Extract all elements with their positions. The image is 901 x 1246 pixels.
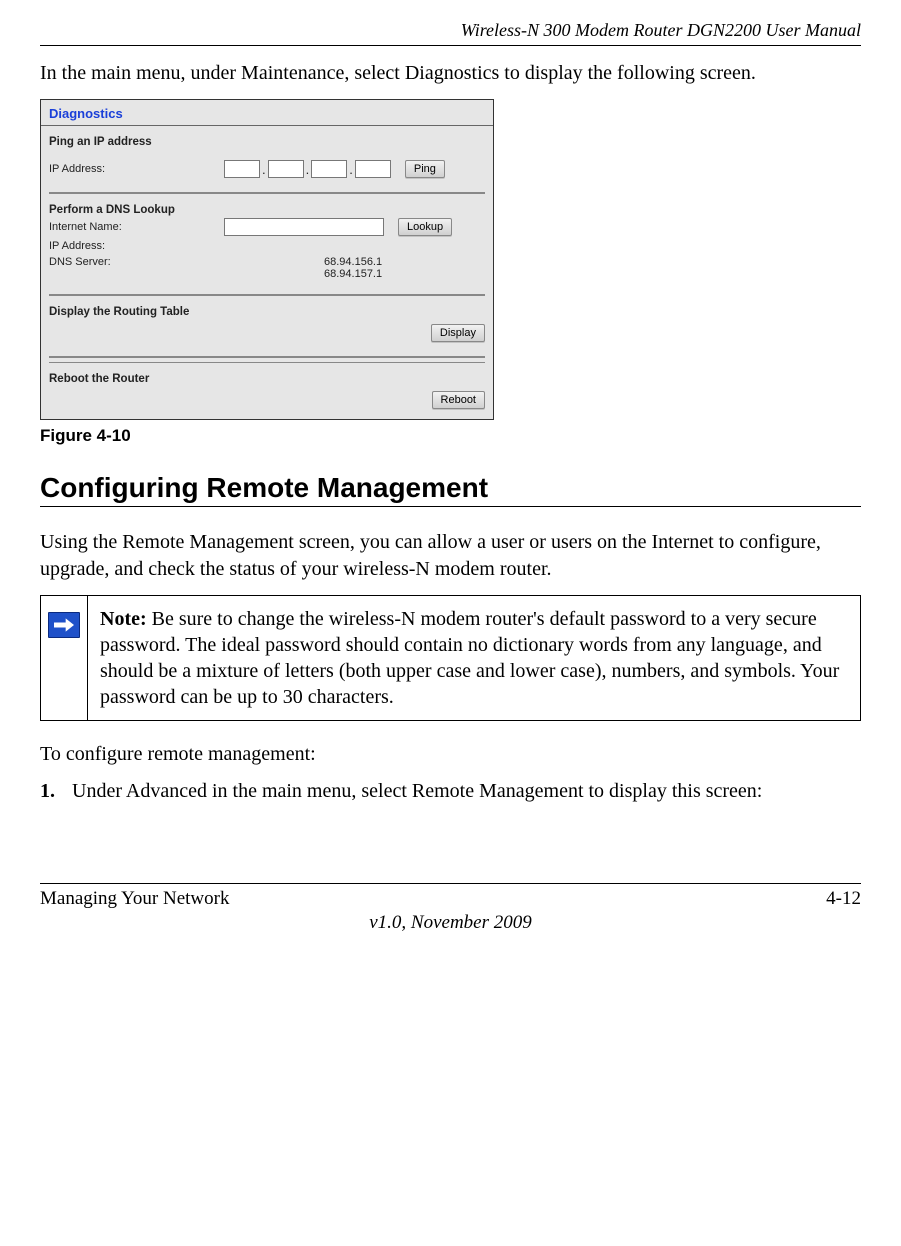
note-body: Be sure to change the wireless-N modem r…: [100, 608, 839, 708]
section-divider: [49, 294, 485, 296]
heading-rule: [40, 506, 861, 507]
section-divider-thin: [49, 362, 485, 363]
internet-name-input[interactable]: [224, 218, 384, 236]
footer-version: v1.0, November 2009: [40, 912, 861, 934]
footer-rule: [40, 883, 861, 884]
dns-server-values: 68.94.156.1 68.94.157.1: [324, 256, 382, 280]
header-rule: [40, 45, 861, 46]
section-heading: Configuring Remote Management: [40, 472, 861, 504]
step-number: 1.: [40, 780, 72, 803]
section-body: Using the Remote Management screen, you …: [40, 529, 861, 583]
lookup-button[interactable]: Lookup: [398, 218, 452, 236]
dot-sep: .: [349, 162, 353, 177]
dns-section-title: Perform a DNS Lookup: [41, 198, 493, 216]
ip-octet-4-input[interactable]: [355, 160, 391, 178]
dot-sep: .: [306, 162, 310, 177]
ip-octet-3-input[interactable]: [311, 160, 347, 178]
reboot-button[interactable]: Reboot: [432, 391, 485, 409]
diagnostics-screenshot: Diagnostics Ping an IP address IP Addres…: [40, 99, 494, 420]
internet-name-label: Internet Name:: [49, 221, 224, 233]
arrow-right-icon: [48, 612, 80, 638]
dns-server-1: 68.94.156.1: [324, 256, 382, 268]
dot-sep: .: [262, 162, 266, 177]
doc-header-title: Wireless-N 300 Modem Router DGN2200 User…: [40, 20, 861, 41]
section-divider: [49, 356, 485, 358]
note-text: Note: Be sure to change the wireless-N m…: [88, 596, 860, 720]
step-1: 1. Under Advanced in the main menu, sele…: [40, 780, 861, 803]
reboot-section-title: Reboot the Router: [41, 367, 493, 385]
steps-intro: To configure remote management:: [40, 741, 861, 768]
panel-title: Diagnostics: [41, 100, 493, 126]
footer-page-number: 4-12: [826, 888, 861, 910]
ip-octet-2-input[interactable]: [268, 160, 304, 178]
ping-button[interactable]: Ping: [405, 160, 445, 178]
footer-row: Managing Your Network 4-12: [40, 888, 861, 910]
note-icon-cell: [41, 596, 88, 720]
step-text: Under Advanced in the main menu, select …: [72, 780, 762, 803]
routing-section-title: Display the Routing Table: [41, 300, 493, 318]
ip-octet-1-input[interactable]: [224, 160, 260, 178]
section-divider: [49, 192, 485, 194]
dns-server-label: DNS Server:: [49, 256, 224, 268]
footer-left: Managing Your Network: [40, 888, 229, 910]
dns-server-2: 68.94.157.1: [324, 268, 382, 280]
display-button[interactable]: Display: [431, 324, 485, 342]
note-label: Note:: [100, 608, 147, 630]
note-box: Note: Be sure to change the wireless-N m…: [40, 595, 861, 721]
ip-address-label: IP Address:: [49, 163, 224, 175]
dns-ip-label: IP Address:: [49, 240, 224, 252]
ping-section-title: Ping an IP address: [41, 130, 493, 148]
figure-caption: Figure 4-10: [40, 426, 861, 446]
intro-paragraph: In the main menu, under Maintenance, sel…: [40, 60, 861, 87]
